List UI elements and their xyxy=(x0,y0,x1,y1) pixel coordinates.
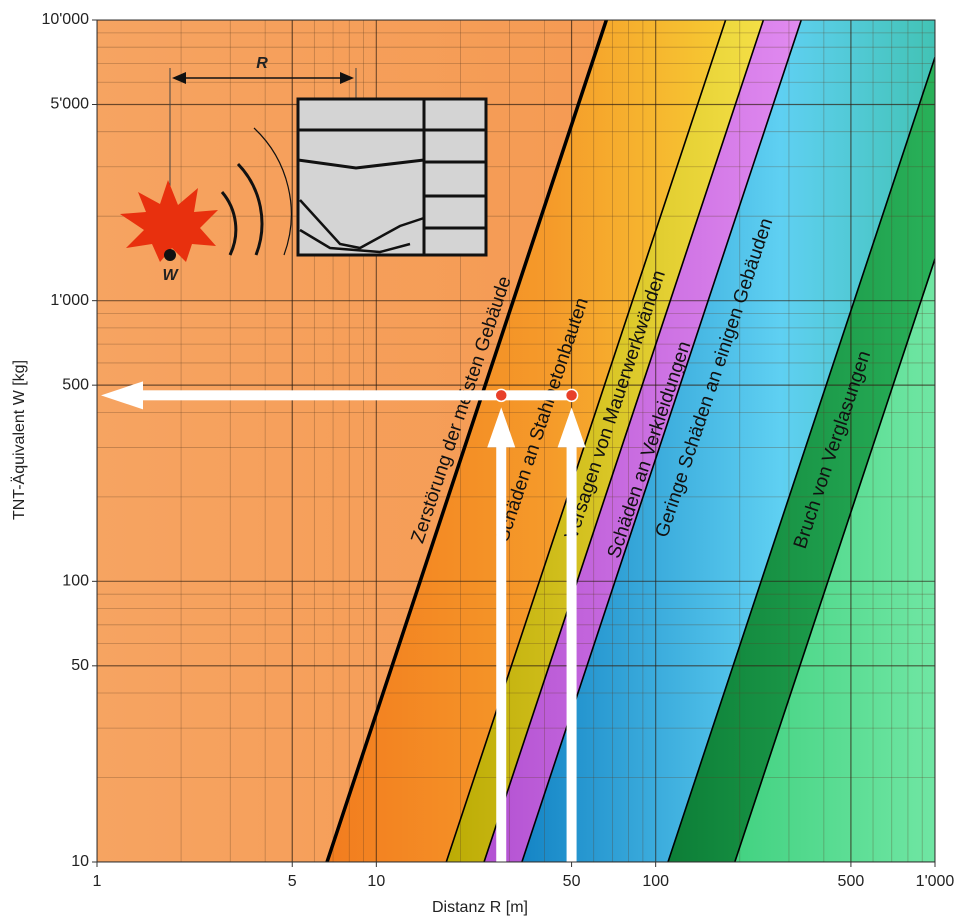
x-tick-label: 500 xyxy=(838,873,865,890)
y-tick-label: 100 xyxy=(62,573,89,590)
x-tick-label: 5 xyxy=(288,873,297,890)
x-tick-label: 1 xyxy=(93,873,102,890)
page: {"chart_data": { "type": "line", "xlabel… xyxy=(0,0,961,920)
chart: Zerstörung der meisten GebäudeSchäden an… xyxy=(0,0,961,920)
reading-point xyxy=(566,389,578,401)
y-tick-label: 5'000 xyxy=(50,96,89,113)
y-tick-label: 500 xyxy=(62,376,89,393)
x-tick-label: 1'000 xyxy=(916,873,955,890)
x-tick-label: 10 xyxy=(367,873,385,890)
x-tick-label: 50 xyxy=(563,873,581,890)
x-axis-title: Distanz R [m] xyxy=(432,899,528,916)
x-tick-label: 100 xyxy=(642,873,669,890)
charge xyxy=(164,249,176,261)
y-tick-label: 1'000 xyxy=(50,292,89,309)
y-tick-label: 10'000 xyxy=(41,11,89,28)
charge-label: W xyxy=(162,267,179,284)
y-tick-label: 10 xyxy=(71,853,89,870)
distance-label: R xyxy=(256,55,268,72)
arrow-shaft xyxy=(496,445,506,862)
y-axis-title: TNT-Äquivalent W [kg] xyxy=(10,360,28,520)
y-tick-label: 50 xyxy=(71,657,89,674)
reading-point xyxy=(495,389,507,401)
arrow-shaft xyxy=(567,445,577,862)
